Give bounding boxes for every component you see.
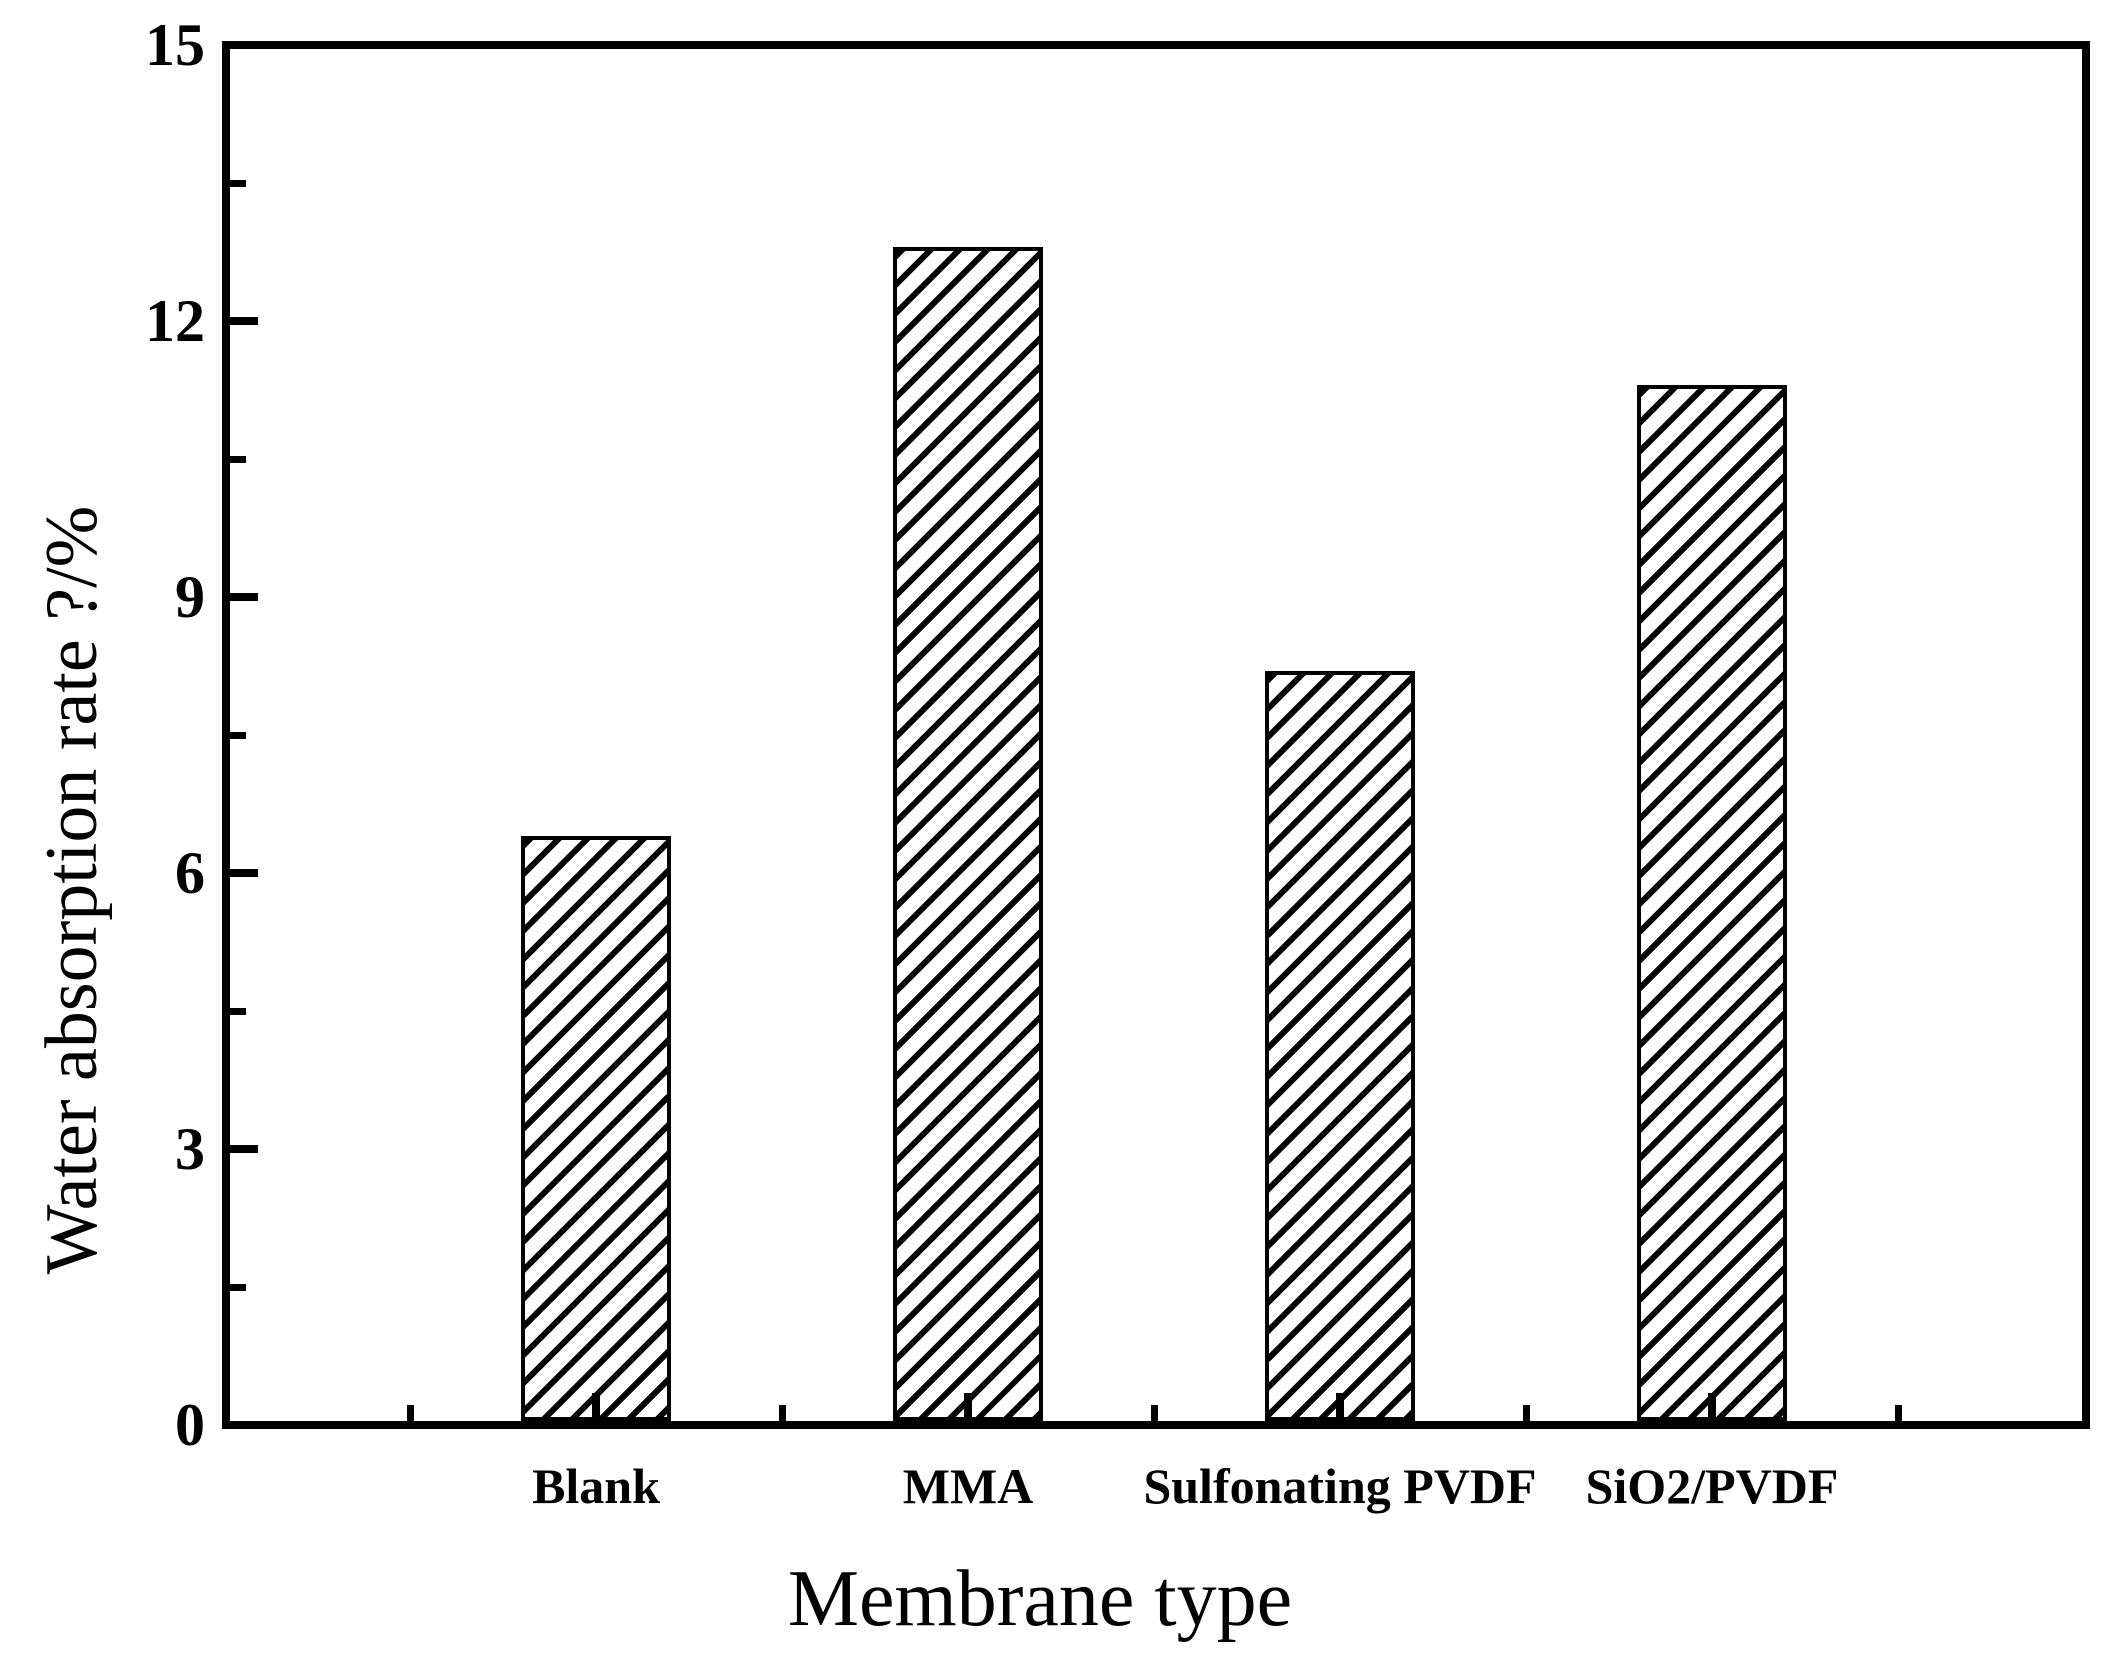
x-axis-category-tick (1708, 1393, 1716, 1421)
y-axis-major-tick (230, 317, 258, 325)
y-axis-major-tick (230, 1145, 258, 1153)
x-axis-minor-tick (778, 1405, 786, 1421)
y-tick-label: 12 (145, 288, 205, 354)
bar-sulfonating-pvdf (1265, 670, 1415, 1421)
x-category-label: Sulfonating PVDF (1143, 1458, 1537, 1514)
y-axis-major-tick (230, 593, 258, 601)
x-axis-category-tick (1336, 1393, 1344, 1421)
y-axis-minor-tick (230, 731, 246, 739)
bar-blank (521, 836, 671, 1421)
x-axis-category-tick (964, 1393, 972, 1421)
y-axis-minor-tick (230, 179, 246, 187)
x-axis-minor-tick (1150, 1405, 1158, 1421)
plot-area (222, 41, 2090, 1429)
y-axis-minor-tick (230, 455, 246, 463)
x-category-label: Blank (532, 1458, 660, 1514)
y-axis-minor-tick (230, 1283, 246, 1291)
x-axis-category-tick (592, 1393, 600, 1421)
x-category-label: MMA (902, 1458, 1034, 1514)
bar-sio2-pvdf (1637, 385, 1787, 1421)
x-axis-title: Membrane type (787, 1555, 1293, 1643)
y-axis-major-tick (230, 869, 258, 877)
x-axis-minor-tick (406, 1405, 414, 1421)
y-tick-label: 0 (175, 1392, 205, 1458)
x-axis-minor-tick (1894, 1405, 1902, 1421)
y-tick-label: 6 (175, 840, 205, 906)
x-category-label: SiO2/PVDF (1585, 1458, 1839, 1514)
y-axis-minor-tick (230, 1007, 246, 1015)
y-tick-label: 9 (175, 564, 205, 630)
bar-mma (893, 247, 1043, 1421)
y-tick-label: 15 (145, 12, 205, 78)
x-axis-minor-tick (1522, 1405, 1530, 1421)
y-tick-label: 3 (175, 1116, 205, 1182)
